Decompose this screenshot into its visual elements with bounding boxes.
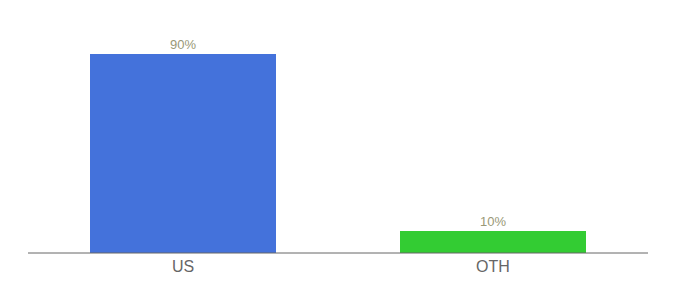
svg-text:OTH: OTH [476,258,510,275]
svg-text:US: US [172,258,194,275]
svg-text:10%: 10% [480,214,506,229]
svg-text:90%: 90% [170,37,196,52]
